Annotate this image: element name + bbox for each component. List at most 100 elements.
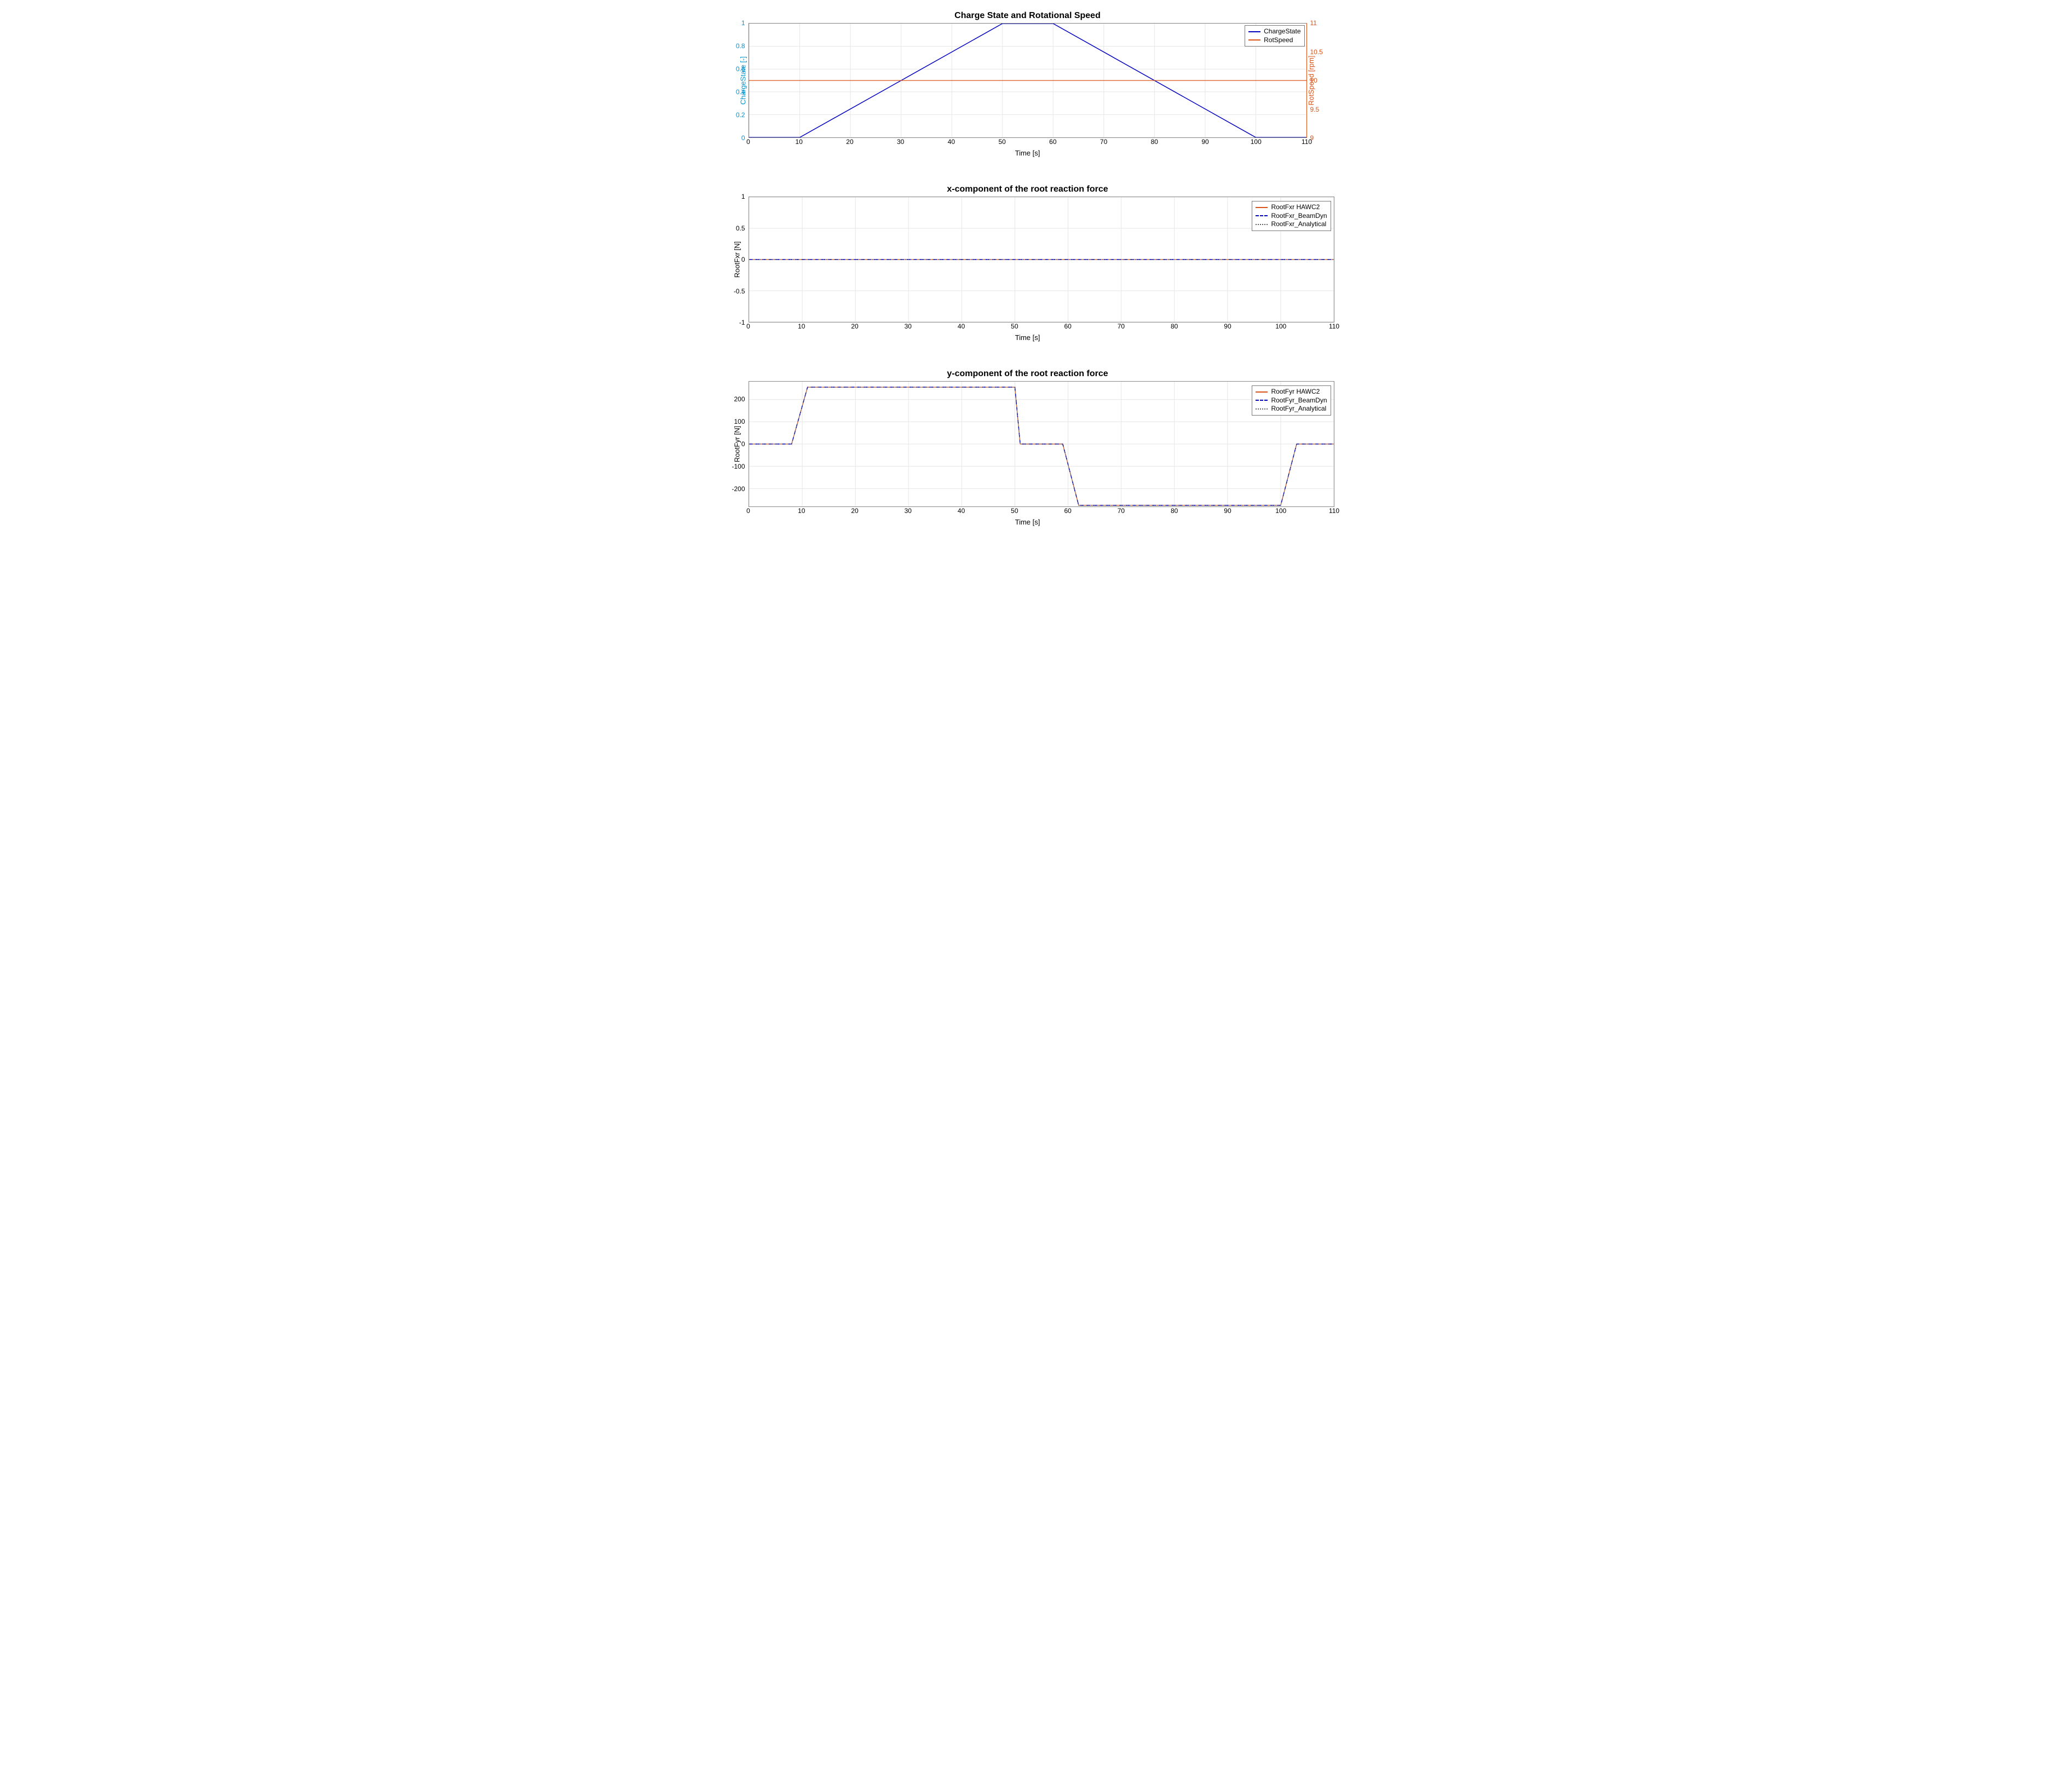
ytick-left: 0.5 xyxy=(736,224,745,232)
legend-item: RootFyr_Analytical xyxy=(1256,405,1327,413)
legend-label: RootFyr HAWC2 xyxy=(1271,388,1320,396)
chart3-xlabel: Time [s] xyxy=(710,518,1345,526)
xtick: 80 xyxy=(1171,507,1178,515)
ytick-left: 1 xyxy=(741,193,745,200)
ytick-right: 10.5 xyxy=(1310,48,1323,56)
legend-label: RootFxr HAWC2 xyxy=(1271,203,1320,212)
legend-swatch xyxy=(1248,39,1260,41)
ytick-left: -1 xyxy=(739,319,745,326)
chart2-plot-frame: RootFxr [N] RootFxr HAWC2RootFxr_BeamDyn… xyxy=(749,197,1334,322)
legend-item: RootFyr_BeamDyn xyxy=(1256,396,1327,405)
ytick-left: 0.4 xyxy=(736,88,745,96)
xtick: 30 xyxy=(905,322,912,330)
legend-label: RootFxr_BeamDyn xyxy=(1271,212,1327,221)
legend-item: RotSpeed xyxy=(1248,36,1300,45)
xtick: 20 xyxy=(846,138,853,146)
chart1-ylabel-left: ChargeState [-] xyxy=(739,56,747,105)
xtick: 0 xyxy=(746,507,750,515)
ytick-left: -100 xyxy=(732,463,745,470)
xtick: 70 xyxy=(1118,507,1125,515)
chart2-xlabel: Time [s] xyxy=(710,333,1345,342)
xtick: 20 xyxy=(851,507,858,515)
xtick: 50 xyxy=(998,138,1005,146)
chart-rootfxr: x-component of the root reaction force R… xyxy=(710,185,1345,342)
chart2-ylabel: RootFxr [N] xyxy=(733,241,741,278)
chart-rootfyr: y-component of the root reaction force R… xyxy=(710,369,1345,526)
xtick: 100 xyxy=(1251,138,1262,146)
chart3-ylabel: RootFyr [N] xyxy=(733,426,741,462)
xtick: 40 xyxy=(948,138,955,146)
xtick: 100 xyxy=(1275,507,1286,515)
legend-swatch xyxy=(1256,408,1268,410)
legend-swatch xyxy=(1248,31,1260,32)
xtick: 80 xyxy=(1171,322,1178,330)
legend-swatch xyxy=(1256,215,1268,216)
ytick-right: 11 xyxy=(1310,19,1317,27)
legend-swatch xyxy=(1256,207,1268,208)
xtick: 40 xyxy=(958,507,965,515)
legend-item: RootFxr_BeamDyn xyxy=(1256,212,1327,221)
xtick: 90 xyxy=(1224,322,1231,330)
ytick-right: 9.5 xyxy=(1310,106,1320,113)
legend-item: RootFxr HAWC2 xyxy=(1256,203,1327,212)
xtick: 20 xyxy=(851,322,858,330)
chart2-xticks: 0102030405060708090100110 xyxy=(749,322,1334,331)
xtick: 60 xyxy=(1064,507,1071,515)
legend-item: ChargeState xyxy=(1248,27,1300,36)
legend-item: RootFyr HAWC2 xyxy=(1256,388,1327,396)
xtick: 110 xyxy=(1302,138,1312,146)
xtick: 10 xyxy=(796,138,803,146)
xtick: 0 xyxy=(746,138,750,146)
xtick: 30 xyxy=(905,507,912,515)
chart-charge-rotspeed: Charge State and Rotational Speed Charge… xyxy=(710,11,1345,157)
chart3-legend: RootFyr HAWC2RootFyr_BeamDynRootFyr_Anal… xyxy=(1252,385,1331,416)
xtick: 50 xyxy=(1011,507,1018,515)
chart1-xticks: 0102030405060708090100110 xyxy=(749,138,1307,147)
legend-label: RootFyr_Analytical xyxy=(1271,405,1326,413)
ytick-left: 1 xyxy=(741,19,745,27)
chart1-plot-frame: ChargeState [-] RotSpeed [rpm] ChargeSta… xyxy=(749,23,1307,138)
chart2-legend: RootFxr HAWC2RootFxr_BeamDynRootFxr_Anal… xyxy=(1252,201,1331,231)
legend-item: RootFxr_Analytical xyxy=(1256,220,1327,229)
xtick: 60 xyxy=(1049,138,1056,146)
xtick: 10 xyxy=(798,322,805,330)
xtick: 80 xyxy=(1151,138,1158,146)
legend-label: RotSpeed xyxy=(1264,36,1293,45)
ytick-right: 10 xyxy=(1310,77,1317,84)
legend-swatch xyxy=(1256,400,1268,401)
xtick: 50 xyxy=(1011,322,1018,330)
xtick: 70 xyxy=(1118,322,1125,330)
chart1-svg xyxy=(749,23,1307,138)
chart2-title: x-component of the root reaction force xyxy=(710,185,1345,194)
ytick-left: 100 xyxy=(734,418,745,425)
ytick-left: 0 xyxy=(741,440,745,448)
xtick: 60 xyxy=(1064,322,1071,330)
xtick: 70 xyxy=(1100,138,1107,146)
chart1-title: Charge State and Rotational Speed xyxy=(710,11,1345,21)
xtick: 110 xyxy=(1329,507,1339,515)
xtick: 10 xyxy=(798,507,805,515)
xtick: 0 xyxy=(746,322,750,330)
ytick-left: 200 xyxy=(734,395,745,403)
chart2-svg xyxy=(749,197,1334,322)
xtick: 100 xyxy=(1275,322,1286,330)
legend-label: RootFyr_BeamDyn xyxy=(1271,396,1327,405)
ytick-left: 0.8 xyxy=(736,42,745,50)
chart3-title: y-component of the root reaction force xyxy=(710,369,1345,379)
chart3-xticks: 0102030405060708090100110 xyxy=(749,507,1334,516)
ytick-left: -200 xyxy=(732,485,745,493)
chart1-legend: ChargeStateRotSpeed xyxy=(1245,25,1304,47)
ytick-left: 0 xyxy=(741,134,745,142)
legend-swatch xyxy=(1256,224,1268,225)
legend-swatch xyxy=(1256,391,1268,393)
ytick-left: -0.5 xyxy=(734,287,745,295)
xtick: 90 xyxy=(1201,138,1208,146)
figure: Charge State and Rotational Speed Charge… xyxy=(710,11,1345,526)
chart1-xlabel: Time [s] xyxy=(710,149,1345,157)
xtick: 90 xyxy=(1224,507,1231,515)
chart3-plot-frame: RootFyr [N] RootFyr HAWC2RootFyr_BeamDyn… xyxy=(749,381,1334,507)
xtick: 30 xyxy=(897,138,904,146)
ytick-left: 0.2 xyxy=(736,111,745,119)
xtick: 110 xyxy=(1329,322,1339,330)
legend-label: RootFxr_Analytical xyxy=(1271,220,1326,229)
